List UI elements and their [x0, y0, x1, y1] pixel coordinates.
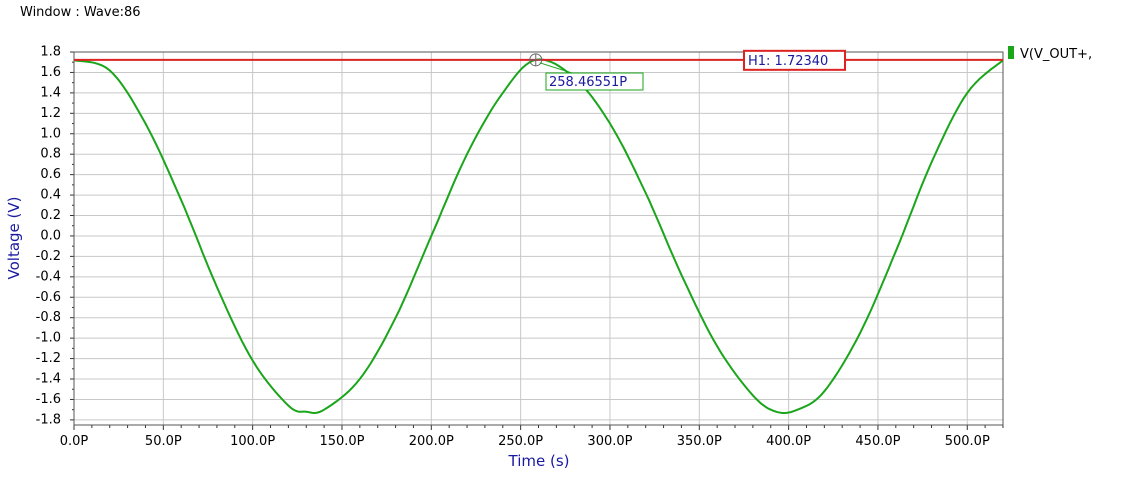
x-tick-label: 350.0P [677, 434, 722, 449]
y-tick-label: 1.4 [40, 85, 61, 100]
plot-frame [73, 51, 1004, 426]
x-tick-label: 100.0P [230, 434, 275, 449]
x-tick-label: 150.0P [319, 434, 364, 449]
y-tick-label: -1.2 [36, 351, 61, 366]
y-tick-label: 1.2 [40, 106, 61, 121]
y-tick-label: -0.6 [36, 290, 61, 305]
x-tick-label: 500.0P [945, 434, 990, 449]
y-tick-label: -1.4 [36, 372, 61, 387]
y-tick-label: 1.8 [40, 45, 61, 60]
x-tick-label: 50.0P [145, 434, 182, 449]
x-tick-label: 450.0P [855, 434, 900, 449]
axis-ticks: 1.8 1.6 1.4 1.2 1.0 0.8 0.6 0.4 0.2 0.0 -0.2 -0.4 -0… [36, 45, 1004, 449]
y-tick-label: 0.8 [40, 147, 61, 162]
y-tick-label: 1.0 [40, 126, 61, 141]
y-tick-label: -0.2 [36, 249, 61, 264]
y-tick-label: -1.6 [36, 392, 61, 407]
y-tick-label: 1.6 [40, 65, 61, 80]
y-tick-label: -1.0 [36, 331, 61, 346]
x-axis-title: Time (s) [508, 452, 570, 470]
x-tick-label: 0.0P [60, 434, 89, 449]
y-axis-title: Voltage (V) [5, 197, 23, 280]
x-tick-label: 200.0P [409, 434, 454, 449]
x-tick-label: 250.0P [498, 434, 543, 449]
y-tick-label: 0.0 [40, 228, 61, 243]
y-tick-label: 0.2 [40, 208, 61, 223]
legend-entry-v-out: V(V_OUT+, [1020, 47, 1092, 62]
grid [73, 51, 1003, 425]
y-tick-label: -0.8 [36, 310, 61, 325]
marker-label-text: 258.46551P [549, 75, 627, 90]
y-tick-label: 0.6 [40, 167, 61, 182]
x-tick-label: 300.0P [587, 434, 632, 449]
y-tick-label: -1.8 [36, 412, 61, 427]
y-tick-label: 0.4 [40, 188, 61, 203]
data-marker[interactable]: 258.46551P [529, 53, 644, 91]
cursor-label-text: H1: 1.72340 [748, 54, 828, 69]
x-tick-label: 400.0P [766, 434, 811, 449]
window-title: Window : Wave:86 [20, 5, 141, 20]
cursor-label-h1[interactable]: H1: 1.72340 [743, 49, 846, 71]
legend[interactable]: V(V_OUT+, [1008, 46, 1092, 62]
legend-swatch [1008, 46, 1014, 59]
y-tick-label: -0.4 [36, 269, 61, 284]
